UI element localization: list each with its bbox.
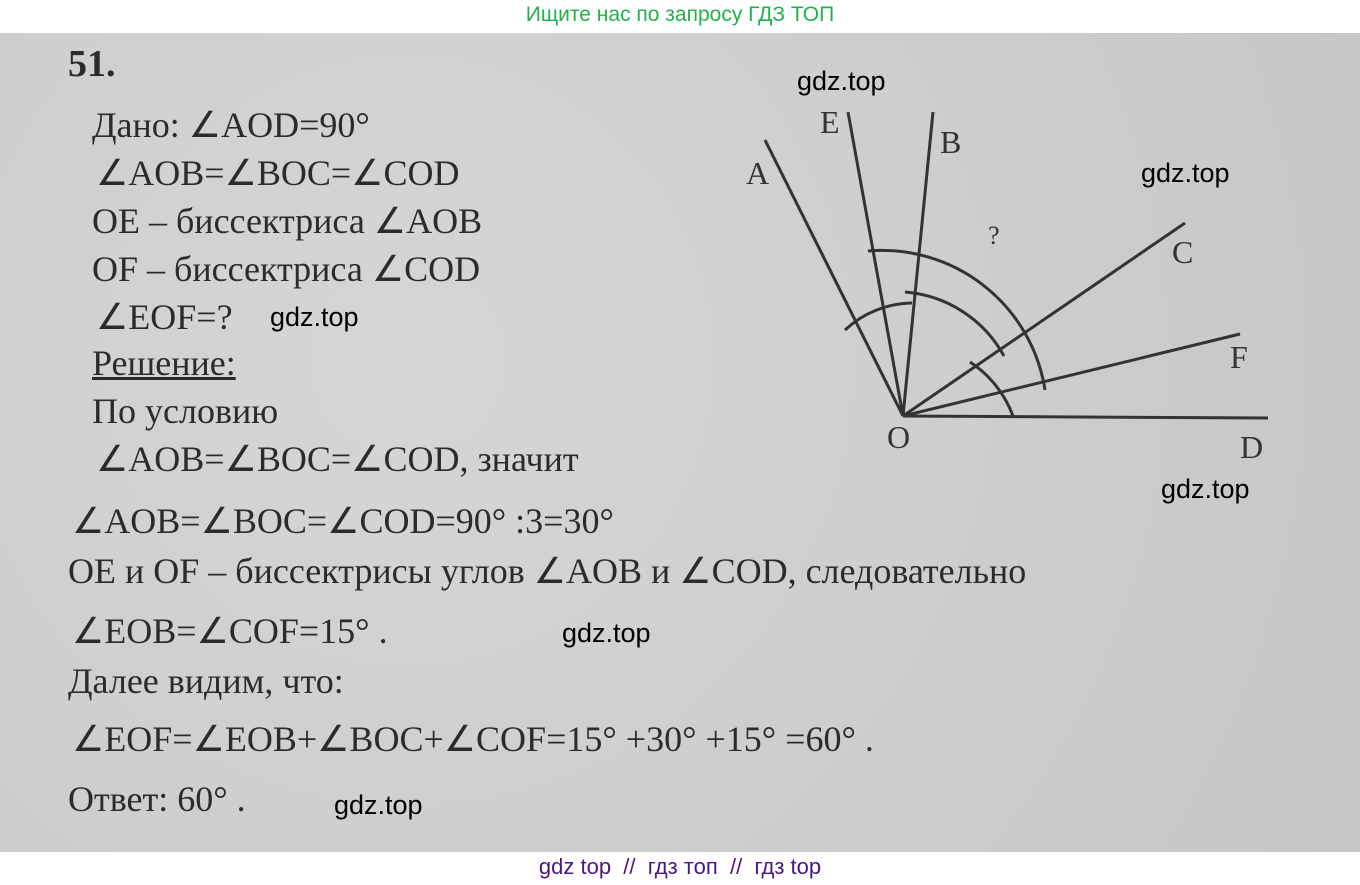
label-o: O (887, 419, 910, 455)
watermark: gdz.top (797, 66, 886, 96)
given-line: OE – биссектриса ∠AOB (92, 201, 483, 241)
watermark: gdz.top (1141, 158, 1230, 188)
solution-line: ∠EOF=∠EOB+∠BOC+∠COF=15° +30° +15° =60° . (72, 719, 874, 759)
arc-boc (904, 290, 1006, 357)
solution-line: ∠EOB=∠COF=15° . (72, 611, 388, 651)
answer-line: Ответ: 60° . (68, 779, 246, 819)
textbook-page (0, 33, 1360, 852)
label-a: A (746, 155, 769, 191)
problem-number: 51. (68, 43, 116, 85)
arc-cod (969, 360, 1015, 417)
watermark: gdz.top (270, 302, 359, 332)
given-line: OF – биссектриса ∠COD (92, 249, 481, 289)
given-heading: Дано: ∠AOD=90° (92, 105, 370, 145)
ray-oe (846, 111, 905, 417)
arc-aob (843, 301, 913, 332)
watermark: gdz.top (562, 618, 651, 648)
ray-od (902, 414, 1269, 420)
arc-eof (867, 248, 1047, 391)
ray-oa (763, 139, 905, 417)
watermark: gdz.top (1161, 474, 1250, 504)
solution-line: OE и OF – биссектрисы углов ∠AOB и ∠COD,… (68, 551, 1027, 591)
given-line: ∠EOF=? (96, 297, 233, 337)
solution-heading: Решение: (92, 343, 236, 383)
ray-of (902, 332, 1241, 418)
label-question: ? (988, 221, 1000, 250)
label-d: D (1240, 429, 1263, 465)
watermark: gdz.top (334, 790, 423, 820)
label-c: C (1172, 234, 1193, 270)
ray-ob (901, 111, 935, 417)
ray-oc (902, 221, 1186, 418)
label-f: F (1230, 339, 1248, 375)
given-line: ∠AOB=∠BOC=∠COD (96, 153, 460, 193)
label-b: B (940, 124, 961, 160)
solution-line: Далее видим, что: (68, 661, 344, 701)
footer-banner: gdz top // гдз топ // гдз top (538, 854, 822, 879)
solution-line: ∠AOB=∠BOC=∠COD=90° :3=30° (72, 501, 614, 541)
solution-line: По условию (92, 391, 279, 431)
search-hint-banner: Ищите нас по запросу ГДЗ ТОП (525, 3, 835, 26)
solution-line: ∠AOB=∠BOC=∠COD, значит (96, 439, 579, 479)
label-e: E (820, 104, 840, 140)
